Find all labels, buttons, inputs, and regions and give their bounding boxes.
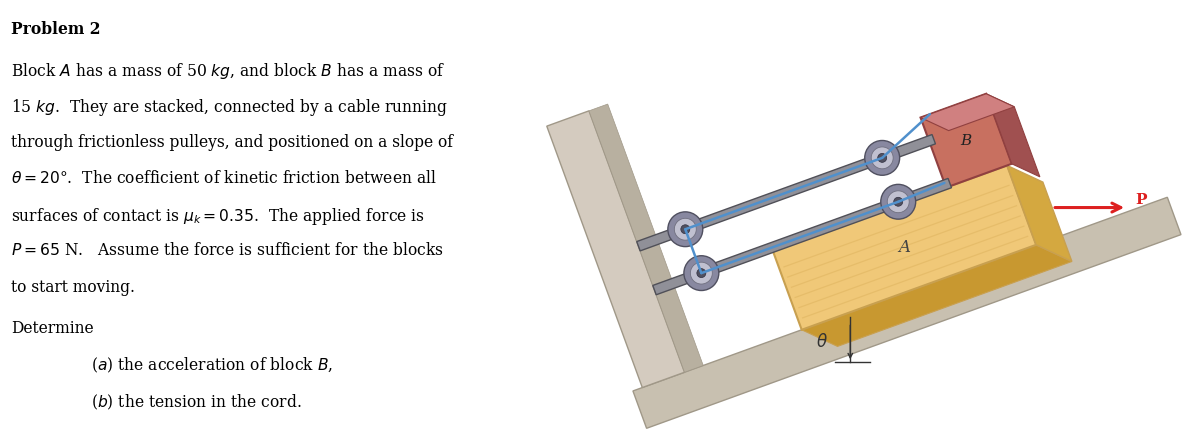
Text: ($a$) the acceleration of block $B$,: ($a$) the acceleration of block $B$, bbox=[91, 356, 334, 375]
Circle shape bbox=[680, 225, 690, 234]
Circle shape bbox=[684, 256, 719, 291]
Circle shape bbox=[674, 218, 696, 240]
Circle shape bbox=[871, 147, 893, 169]
Polygon shape bbox=[547, 111, 684, 387]
Circle shape bbox=[697, 269, 706, 278]
Text: P: P bbox=[1135, 193, 1146, 206]
Circle shape bbox=[668, 212, 703, 247]
Text: $\theta = 20$°.  The coefficient of kinetic friction between all: $\theta = 20$°. The coefficient of kinet… bbox=[11, 170, 437, 187]
Polygon shape bbox=[632, 197, 1181, 428]
Polygon shape bbox=[773, 166, 1036, 330]
Polygon shape bbox=[986, 94, 1040, 177]
Circle shape bbox=[865, 141, 900, 175]
Circle shape bbox=[881, 184, 916, 219]
Polygon shape bbox=[1007, 166, 1072, 261]
Text: to start moving.: to start moving. bbox=[11, 279, 136, 295]
Text: B: B bbox=[960, 134, 972, 147]
Text: surfaces of contact is $\mu_k = 0.35$.  The applied force is: surfaces of contact is $\mu_k = 0.35$. T… bbox=[11, 206, 425, 227]
Text: Block $A$ has a mass of 50 $kg$, and block $B$ has a mass of: Block $A$ has a mass of 50 $kg$, and blo… bbox=[11, 61, 445, 81]
Circle shape bbox=[690, 262, 713, 284]
Text: Determine: Determine bbox=[11, 320, 94, 337]
Polygon shape bbox=[589, 104, 703, 372]
Text: ($b$) the tension in the cord.: ($b$) the tension in the cord. bbox=[91, 392, 302, 412]
Polygon shape bbox=[637, 135, 936, 251]
Text: $\theta$: $\theta$ bbox=[816, 333, 828, 351]
Text: A: A bbox=[899, 239, 911, 256]
Text: $P = 65$ N.   Assume the force is sufficient for the blocks: $P = 65$ N. Assume the force is sufficie… bbox=[11, 243, 444, 259]
Polygon shape bbox=[802, 245, 1072, 347]
Circle shape bbox=[894, 197, 902, 206]
Text: through frictionless pulleys, and positioned on a slope of: through frictionless pulleys, and positi… bbox=[11, 134, 454, 150]
Text: Problem 2: Problem 2 bbox=[11, 21, 101, 38]
Text: 15 $kg$.  They are stacked, connected by a cable running: 15 $kg$. They are stacked, connected by … bbox=[11, 97, 449, 118]
Polygon shape bbox=[920, 94, 1012, 187]
Circle shape bbox=[887, 191, 910, 213]
Circle shape bbox=[877, 154, 887, 163]
Polygon shape bbox=[653, 178, 952, 295]
Polygon shape bbox=[920, 94, 1014, 131]
